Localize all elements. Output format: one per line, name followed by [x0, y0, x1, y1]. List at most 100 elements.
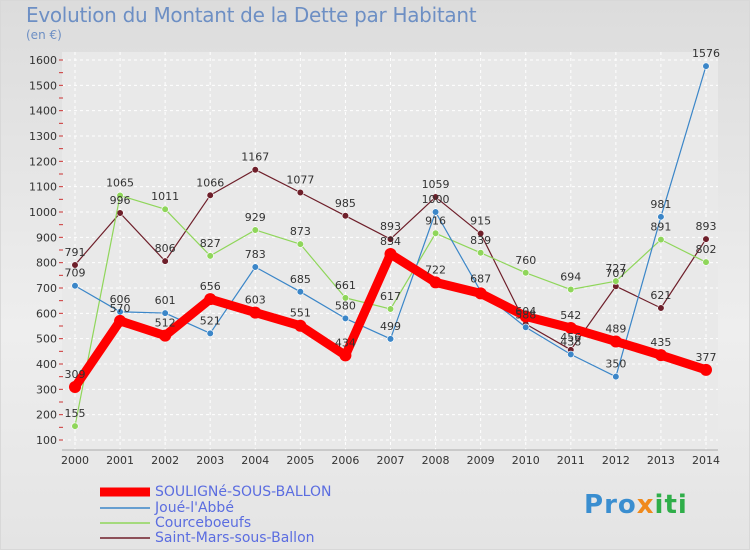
- data-label: 617: [380, 290, 401, 303]
- data-label: 873: [290, 225, 311, 238]
- data-label: 722: [425, 263, 446, 276]
- x-tick-label: 2012: [602, 454, 630, 467]
- data-point-1: [251, 263, 259, 271]
- data-label: 377: [696, 351, 717, 364]
- y-tick-label: 300: [36, 383, 57, 396]
- data-label: 456: [560, 331, 581, 344]
- data-point-3: [386, 235, 395, 243]
- data-point-0: [700, 363, 712, 376]
- x-tick-label: 2013: [647, 454, 675, 467]
- data-point-3: [477, 229, 485, 238]
- data-label: 827: [200, 237, 221, 250]
- y-tick-label: 1000: [29, 206, 57, 219]
- data-point-3: [296, 188, 304, 197]
- x-tick-label: 2002: [151, 454, 179, 467]
- x-tick-label: 2006: [331, 454, 359, 467]
- data-point-3: [431, 193, 440, 201]
- y-tick-label: 1200: [29, 155, 57, 168]
- y-tick-label: 400: [36, 358, 57, 371]
- data-label: 542: [560, 309, 581, 322]
- legend-label-souligne: SOULIGNé-SOUS-BALLON: [155, 484, 332, 500]
- logo-letter: r: [604, 490, 618, 520]
- data-point-0: [384, 248, 397, 261]
- data-label: 806: [155, 242, 176, 255]
- data-label: 893: [696, 220, 717, 233]
- data-point-0: [474, 287, 487, 300]
- data-point-1: [567, 350, 575, 358]
- y-tick-label: 1300: [29, 130, 57, 143]
- data-point-2: [477, 249, 485, 257]
- data-label: 709: [65, 267, 86, 280]
- data-point-3: [657, 304, 665, 312]
- data-point-1: [431, 208, 440, 216]
- data-label: 551: [290, 307, 311, 320]
- data-label: 802: [696, 243, 717, 256]
- data-label: 1000: [422, 193, 450, 206]
- data-point-2: [522, 269, 530, 277]
- x-tick-label: 2007: [377, 454, 405, 467]
- data-point-0: [429, 276, 442, 289]
- logo-letter: x: [636, 490, 655, 520]
- data-label: 350: [605, 358, 626, 371]
- data-label: 1066: [196, 176, 224, 189]
- legend-label-saint-mars: Saint-Mars-sous-Ballon: [155, 530, 315, 546]
- x-tick-label: 2011: [557, 454, 585, 467]
- data-label: 760: [515, 254, 536, 267]
- data-point-0: [114, 314, 127, 327]
- legend-label-courceboeufs: Courceboeufs: [155, 515, 252, 531]
- data-label: 985: [335, 197, 356, 210]
- data-point-3: [116, 209, 124, 217]
- data-label: 438: [560, 335, 581, 348]
- data-label: 499: [380, 320, 401, 333]
- data-label: 791: [65, 246, 86, 259]
- data-label: 929: [245, 211, 266, 224]
- data-point-0: [654, 349, 667, 362]
- data-label: 1167: [241, 151, 269, 164]
- chart-title: Evolution du Montant de la Dette par Hab…: [26, 3, 477, 27]
- logo-letter: P: [584, 490, 605, 520]
- x-tick-label: 2014: [692, 454, 720, 467]
- data-label: 834: [380, 235, 401, 248]
- data-label: 1011: [151, 190, 179, 203]
- data-point-0: [339, 349, 352, 362]
- data-point-1: [161, 309, 169, 317]
- data-point-3: [251, 166, 259, 174]
- data-point-3: [206, 191, 214, 199]
- data-label: 915: [470, 215, 491, 228]
- data-point-3: [702, 235, 710, 243]
- data-label: 1077: [286, 173, 314, 186]
- data-point-1: [702, 62, 710, 70]
- x-tick-label: 2001: [106, 454, 134, 467]
- data-label: 1065: [106, 177, 134, 190]
- data-label: 604: [515, 305, 536, 318]
- y-tick-label: 1100: [29, 181, 57, 194]
- data-label: 839: [470, 234, 491, 247]
- data-label: 155: [65, 407, 86, 420]
- data-point-2: [341, 294, 350, 302]
- data-label: 570: [110, 302, 131, 315]
- data-label: 521: [200, 314, 221, 327]
- data-point-2: [296, 240, 304, 248]
- data-point-0: [159, 329, 172, 342]
- unit-label: (en €): [26, 28, 62, 42]
- x-tick-label: 2003: [196, 454, 224, 467]
- data-point-0: [69, 381, 81, 394]
- legend-label-joue: Joué-l'Abbé: [155, 500, 234, 516]
- y-tick-label: 900: [36, 231, 57, 244]
- y-tick-label: 1500: [29, 79, 57, 92]
- logo-letter: t: [664, 490, 678, 520]
- data-point-1: [657, 213, 665, 221]
- data-point-1: [386, 335, 395, 343]
- y-tick-label: 500: [36, 333, 57, 346]
- y-tick-label: 100: [36, 434, 57, 447]
- data-point-2: [116, 191, 124, 200]
- proxiti-logo: Proxiti: [584, 490, 688, 520]
- data-point-1: [522, 323, 530, 331]
- data-label: 309: [65, 368, 86, 381]
- y-tick-label: 700: [36, 282, 57, 295]
- data-label: 489: [605, 322, 626, 335]
- data-label: 580: [335, 299, 356, 312]
- data-point-2: [702, 258, 710, 266]
- data-label: 916: [425, 214, 446, 227]
